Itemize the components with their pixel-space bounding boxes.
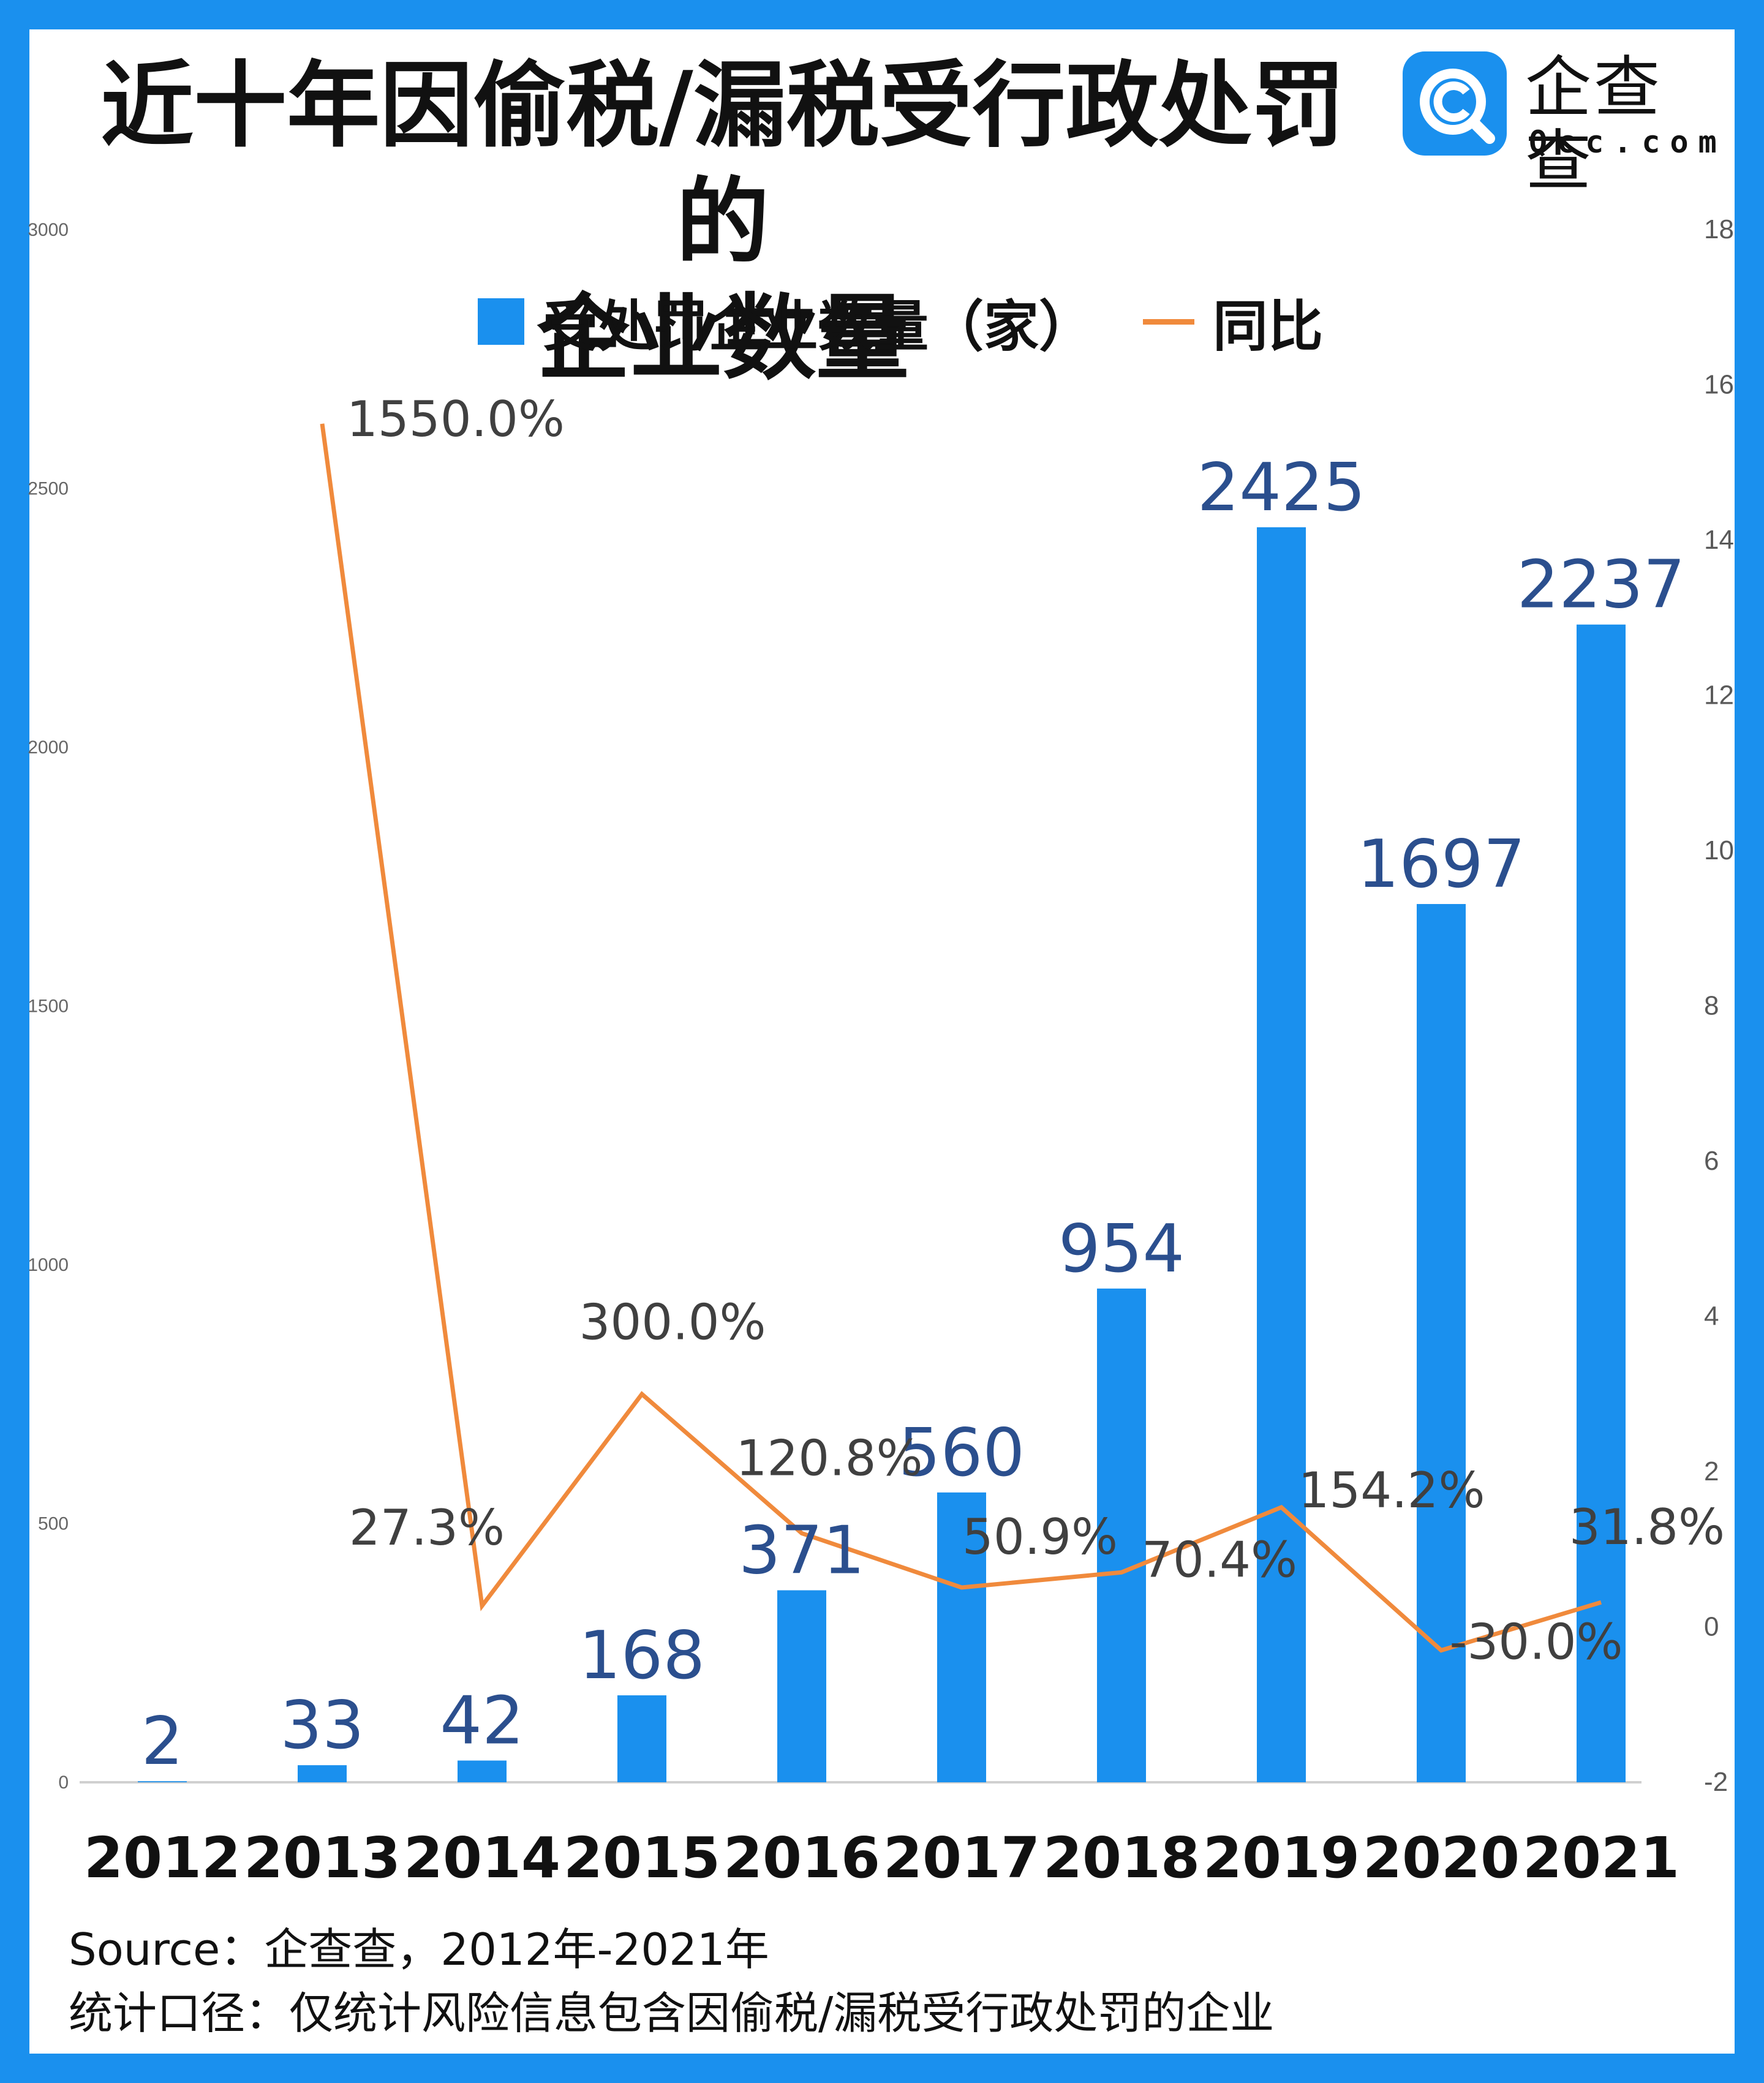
bar-2014 [458,1760,507,1782]
right-tick-label-3: 4 [1704,1301,1719,1332]
x-tick-label-2016: 2016 [723,1825,880,1891]
x-tick-label-2019: 2019 [1203,1825,1360,1891]
bar-label-2021: 2237 [1517,547,1686,623]
x-tick-label-2020: 2020 [1363,1825,1520,1891]
line-label-2021: 31.8% [1569,1499,1725,1556]
x-axis-labels: 2012 2013 2014 2015 2016 2017 2018 2019 2020 2021 [84,1825,1679,1891]
legend-bar-swatch [478,298,524,345]
left-axis-ticks: 0 500 1000 1500 2000 2500 3000 [28,220,69,1793]
bar-label-2013: 33 [280,1687,364,1764]
source-note: Source：企查查，2012年-2021年 [69,1924,769,1975]
bar-2021 [1577,624,1626,1782]
bar-label-2020: 1697 [1357,826,1526,903]
x-tick-label-2018: 2018 [1043,1825,1200,1891]
line-label-2018: 70.4% [1142,1531,1297,1588]
logo-text-en: Qcc.com [1529,124,1727,160]
yoy-line [320,423,1602,1653]
right-tick-label-9: 16 [1704,370,1734,400]
x-tick-label-2017: 2017 [883,1825,1040,1891]
left-tick-label-5: 2500 [28,479,69,499]
x-tick-label-2021: 2021 [1523,1825,1679,1891]
line-label-2016: 120.8% [736,1429,922,1486]
magnifier-c-icon [1403,51,1507,156]
legend: 受处罚企业数量（家） 同比 [478,288,1323,359]
legend-line-label: 同比 [1213,295,1323,359]
right-tick-label-6: 10 [1704,835,1734,865]
right-tick-label-7: 12 [1704,680,1734,710]
right-tick-label-2: 2 [1704,1456,1719,1486]
title-line-2: 企业数量 [537,284,909,393]
title-line-1: 近十年因偷税/漏税受行政处罚的 [100,51,1345,276]
scope-note: 统计口径：仅统计风险信息包含因偷税/漏税受行政处罚的企业 [69,1987,1275,2039]
bar-2013 [298,1765,347,1782]
x-tick-label-2013: 2013 [244,1825,401,1891]
bar-label-2019: 2425 [1197,450,1366,526]
right-tick-label-1: 0 [1704,1612,1719,1642]
right-axis-ticks: -2 0 2 4 6 8 10 12 14 16 18 [1704,214,1734,1797]
legend-bar-label: 受处罚企业数量（家） [543,295,1094,359]
bar-series [138,527,1626,1782]
bar-2019 [1257,527,1306,1782]
right-tick-label-0: -2 [1704,1767,1728,1797]
left-tick-label-2: 1000 [28,1255,69,1275]
x-tick-label-2015: 2015 [564,1825,720,1891]
line-label-2014: 27.3% [349,1499,505,1556]
legend-line-swatch [1143,318,1194,325]
bar-2017 [937,1492,986,1782]
right-tick-label-4: 6 [1704,1146,1719,1176]
bar-2015 [617,1695,666,1782]
bar-value-labels: 2 33 42 168 371 560 954 2425 1697 2237 [141,450,1686,1780]
qcc-logo: 企查查 Qcc.com [1403,51,1717,198]
left-tick-label-1: 500 [38,1514,69,1534]
bar-label-2014: 42 [440,1683,524,1760]
bar-2012 [138,1781,187,1782]
x-tick-label-2012: 2012 [84,1825,241,1891]
right-tick-label-10: 18 [1704,214,1734,244]
line-series [320,423,1602,1653]
line-label-2017: 50.9% [962,1509,1118,1565]
line-label-2019: 154.2% [1298,1462,1485,1519]
left-tick-label-4: 2000 [28,737,69,758]
line-label-2015: 300.0% [579,1294,766,1350]
left-tick-label-0: 0 [58,1772,69,1793]
bar-label-2017: 560 [899,1415,1025,1491]
bar-label-2012: 2 [141,1703,184,1780]
line-label-2020: -30.0% [1449,1614,1623,1671]
bar-2016 [777,1590,826,1782]
bar-label-2015: 168 [579,1618,705,1694]
bar-label-2018: 954 [1058,1211,1185,1287]
left-tick-label-3: 1500 [28,996,69,1017]
bar-2018 [1097,1288,1146,1782]
line-value-labels: 1550.0% 27.3% 300.0% 120.8% 50.9% 70.4%154.2%… [347,391,1725,1671]
left-tick-label-6: 3000 [28,220,69,240]
right-tick-label-5: 8 [1704,991,1719,1021]
chart-title: 近十年因偷税/漏税受行政处罚的 企业数量 [67,48,1378,397]
x-tick-label-2014: 2014 [404,1825,560,1891]
logo-text-cn: 企查查 [1525,50,1663,200]
line-label-2013: 1550.0% [347,391,565,448]
bar-label-2016: 371 [739,1513,865,1589]
right-tick-label-8: 14 [1704,525,1734,555]
